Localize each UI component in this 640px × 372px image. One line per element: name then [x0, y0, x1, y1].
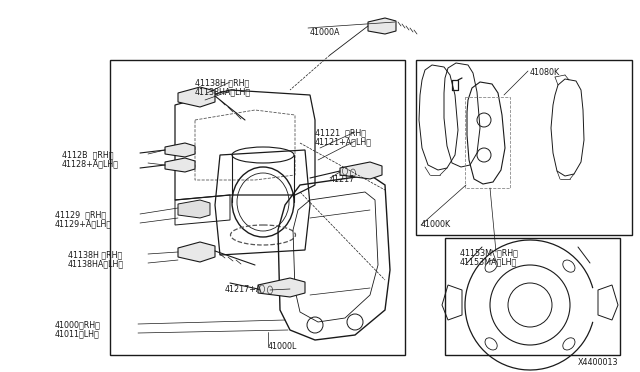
- Polygon shape: [368, 18, 396, 34]
- Polygon shape: [340, 162, 382, 179]
- Text: 41000L: 41000L: [268, 342, 298, 351]
- Text: 41121+A〈LH〉: 41121+A〈LH〉: [315, 137, 372, 146]
- Text: 41000K: 41000K: [421, 220, 451, 229]
- Polygon shape: [258, 278, 305, 297]
- Bar: [110, 60, 405, 355]
- Text: 41000A: 41000A: [310, 28, 340, 37]
- Text: 41217+A: 41217+A: [225, 285, 262, 294]
- Bar: [465, 97, 510, 188]
- Polygon shape: [165, 143, 195, 157]
- Text: 41129  〈RH〉: 41129 〈RH〉: [55, 210, 106, 219]
- Text: 4112B  〈RH〉: 4112B 〈RH〉: [62, 150, 113, 159]
- Text: 41011〈LH〉: 41011〈LH〉: [55, 329, 100, 338]
- Bar: [416, 60, 632, 235]
- Polygon shape: [178, 200, 210, 218]
- Polygon shape: [178, 242, 215, 262]
- Text: 41138H 〈RH〉: 41138H 〈RH〉: [195, 78, 249, 87]
- Bar: [445, 238, 620, 355]
- Text: 41153M  〈RH〉: 41153M 〈RH〉: [460, 248, 518, 257]
- Text: 41217: 41217: [330, 175, 355, 184]
- Text: 41128+A〈LH〉: 41128+A〈LH〉: [62, 159, 119, 168]
- Text: 41000〈RH〉: 41000〈RH〉: [55, 320, 101, 329]
- Polygon shape: [165, 158, 195, 172]
- Text: 41138H 〈RH〉: 41138H 〈RH〉: [68, 250, 122, 259]
- Text: 41138HA〈LH〉: 41138HA〈LH〉: [68, 259, 124, 268]
- Text: 41138HA〈LH〉: 41138HA〈LH〉: [195, 87, 251, 96]
- Text: 41080K: 41080K: [530, 68, 560, 77]
- Text: 41153MA〈LH〉: 41153MA〈LH〉: [460, 257, 517, 266]
- Text: 41129+A〈LH〉: 41129+A〈LH〉: [55, 219, 112, 228]
- Text: 41121  〈RH〉: 41121 〈RH〉: [315, 128, 366, 137]
- Polygon shape: [178, 87, 215, 107]
- Text: X4400013: X4400013: [577, 358, 618, 367]
